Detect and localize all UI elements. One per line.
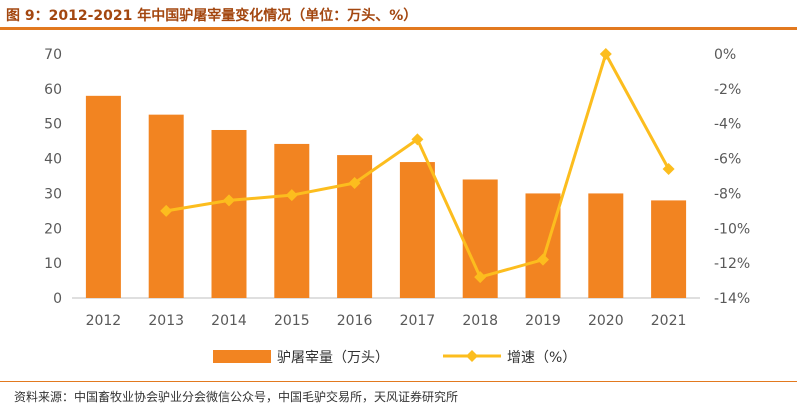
- x-tick-label: 2021: [651, 313, 687, 329]
- x-tick-label: 2013: [148, 313, 184, 329]
- bar: [399, 162, 435, 298]
- y-right-tick-label: -12%: [714, 256, 750, 272]
- line-point: [662, 163, 675, 176]
- x-tick-label: 2012: [86, 313, 122, 329]
- line-point: [411, 133, 424, 146]
- bar: [337, 155, 373, 298]
- chart: 0 10 20 30 40 50 60 70 -14% -12% -10% -8% -6% -4% -2% 0…: [44, 47, 750, 366]
- bar: [525, 193, 561, 298]
- line-point: [223, 194, 235, 207]
- x-tick-label: 2017: [400, 313, 436, 329]
- line-point: [474, 271, 487, 284]
- legend-label-line: 增速（%）: [507, 350, 576, 366]
- y-right-tick-label: -8%: [714, 186, 741, 202]
- y-right-tick-label: -14%: [714, 291, 750, 307]
- legend-label-bar: 驴屠宰量（万头）: [277, 350, 389, 366]
- x-tick-label: 2019: [525, 313, 561, 329]
- line-point: [160, 204, 173, 217]
- figure-title: 图 9：2012-2021 年中国驴屠宰量变化情况（单位：万头、%）: [6, 8, 418, 24]
- source-note: 资料来源：中国畜牧业协会驴业分会微信公众号，中国毛驴交易所，天风证券研究所: [14, 390, 459, 404]
- x-tick-label: 2014: [211, 313, 247, 329]
- y-left-tick-label: 70: [44, 47, 62, 63]
- y-left-tick-label: 60: [44, 82, 62, 98]
- y-left-tick-label: 50: [44, 117, 62, 133]
- x-tick-label: 2020: [588, 313, 624, 329]
- y-left-tick-label: 20: [44, 221, 62, 237]
- y-right-tick-label: -2%: [714, 82, 741, 98]
- y-right-tick-label: -6%: [714, 152, 741, 168]
- y-right-tick-label: -10%: [714, 221, 750, 237]
- source-bar: 资料来源：中国畜牧业协会驴业分会微信公众号，中国毛驴交易所，天风证券研究所: [0, 381, 797, 413]
- bar: [588, 193, 624, 298]
- line-point: [599, 48, 612, 60]
- bar: [651, 200, 687, 298]
- x-tick-label: 2018: [462, 313, 498, 329]
- y-left-tick-label: 10: [44, 256, 62, 272]
- y-left-tick-label: 30: [44, 186, 62, 202]
- x-tick-label: 2016: [337, 313, 373, 329]
- y-left-tick-label: 40: [44, 152, 62, 168]
- legend-swatch-marker: [466, 350, 478, 362]
- y-right-tick-label: 0%: [714, 47, 736, 63]
- legend-swatch-bar: [213, 350, 271, 363]
- bar: [85, 95, 121, 298]
- bar: [274, 143, 310, 298]
- line-point: [285, 189, 298, 202]
- bar: [211, 129, 247, 298]
- figure-title-bar: 图 9：2012-2021 年中国驴屠宰量变化情况（单位：万头、%）: [0, 0, 797, 30]
- line-point: [348, 176, 361, 189]
- y-left-tick-label: 0: [53, 291, 62, 307]
- x-tick-label: 2015: [274, 313, 310, 329]
- line-point: [537, 253, 549, 266]
- y-right-tick-label: -4%: [714, 117, 741, 133]
